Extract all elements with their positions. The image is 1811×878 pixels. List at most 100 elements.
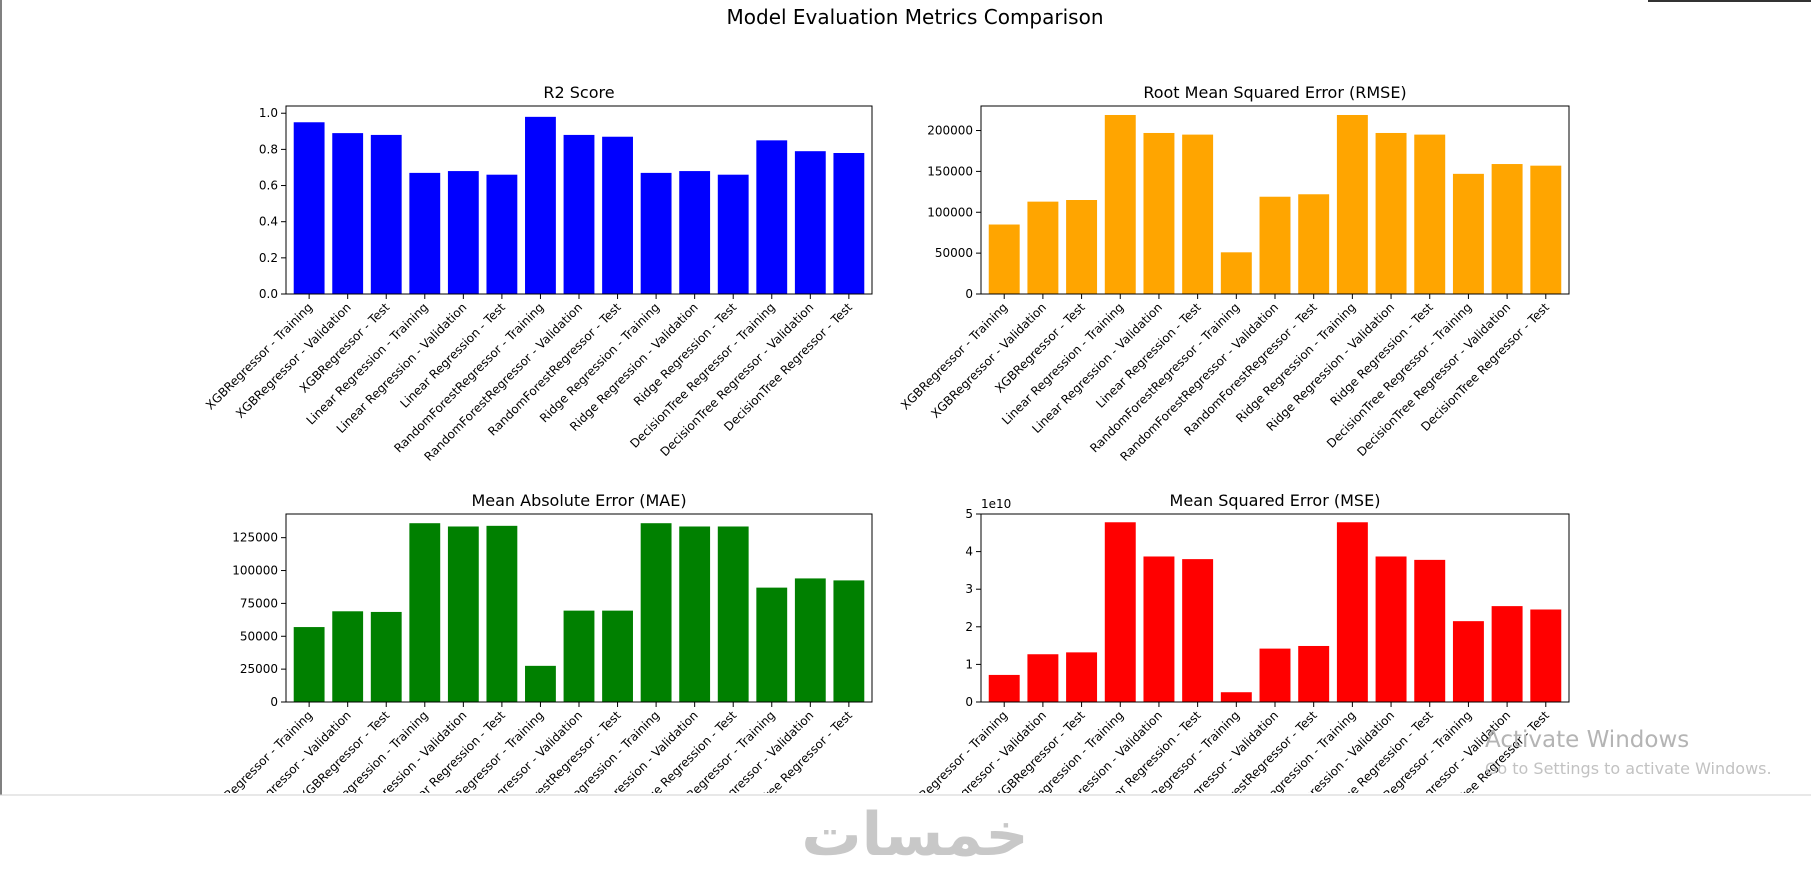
bar-mse-5 bbox=[1182, 559, 1214, 702]
bar-rmse-11 bbox=[1414, 134, 1446, 294]
ytick-label-r2-1: 0.2 bbox=[259, 251, 278, 265]
site-logo: خمسات bbox=[801, 800, 1028, 870]
bar-rmse-1 bbox=[1027, 201, 1059, 294]
chart-title-mse: Mean Squared Error (MSE) bbox=[1170, 491, 1381, 510]
bar-rmse-0 bbox=[988, 224, 1020, 294]
bar-rmse-2 bbox=[1066, 200, 1098, 294]
bar-rmse-7 bbox=[1259, 196, 1291, 294]
chart-mae: Mean Absolute Error (MAE) 0 25000 50000 7500… bbox=[203, 491, 873, 859]
bar-mae-1 bbox=[332, 611, 364, 702]
bar-rmse-5 bbox=[1182, 134, 1214, 294]
chart-title-mae: Mean Absolute Error (MAE) bbox=[471, 491, 686, 510]
ytick-label-mse-3: 3 bbox=[965, 582, 973, 596]
bar-r2-8 bbox=[602, 136, 633, 294]
bar-mae-6 bbox=[525, 665, 556, 702]
bar-mae-10 bbox=[679, 526, 711, 702]
bar-r2-6 bbox=[525, 116, 556, 294]
activate-windows-title: Activate Windows bbox=[1485, 727, 1689, 753]
ytick-label-mae-1: 25000 bbox=[240, 662, 278, 676]
ytick-label-mse-1: 1 bbox=[965, 657, 973, 671]
ytick-label-mae-4: 100000 bbox=[232, 564, 278, 578]
ytick-label-r2-2: 0.4 bbox=[259, 215, 278, 229]
bar-mse-2 bbox=[1066, 652, 1098, 702]
xtick-label-rmse-12: DecisionTree Regressor - Training bbox=[1324, 300, 1475, 451]
bar-r2-13 bbox=[794, 151, 826, 294]
ytick-label-rmse-0: 0 bbox=[965, 287, 973, 301]
xtick-label-mse-12: DecisionTree Regressor - Training bbox=[1324, 708, 1475, 859]
bar-mse-13 bbox=[1491, 606, 1523, 702]
ytick-label-rmse-1: 50000 bbox=[935, 246, 973, 260]
bar-mse-6 bbox=[1220, 692, 1252, 702]
ytick-label-mse-5: 5 bbox=[965, 507, 973, 521]
bar-rmse-10 bbox=[1375, 132, 1407, 294]
chart-r2: R2 Score 0.0 0.2 0.4 0.6 0.8 1.0 XGBRegressor -… bbox=[203, 83, 873, 464]
bar-rmse-14 bbox=[1530, 165, 1562, 294]
bar-r2-10 bbox=[679, 171, 711, 294]
ytick-label-mae-2: 50000 bbox=[240, 629, 278, 643]
bar-mae-11 bbox=[717, 526, 749, 702]
ytick-label-rmse-2: 100000 bbox=[927, 205, 973, 219]
bar-mae-12 bbox=[756, 587, 788, 702]
xtick-label-r2-12: DecisionTree Regressor - Training bbox=[627, 300, 778, 451]
bar-mse-3 bbox=[1104, 522, 1136, 702]
ytick-label-mae-5: 125000 bbox=[232, 531, 278, 545]
bar-r2-2 bbox=[370, 134, 402, 294]
bar-mse-0 bbox=[988, 674, 1020, 702]
bar-mse-11 bbox=[1414, 559, 1446, 702]
bar-r2-9 bbox=[640, 172, 672, 294]
bar-r2-7 bbox=[563, 134, 595, 294]
bar-r2-5 bbox=[486, 174, 518, 294]
bar-mae-5 bbox=[486, 525, 518, 702]
bar-rmse-13 bbox=[1491, 164, 1523, 294]
offset-label-mse: 1e10 bbox=[981, 497, 1011, 511]
bar-r2-0 bbox=[293, 122, 325, 295]
bar-r2-4 bbox=[447, 171, 479, 294]
ytick-label-r2-5: 1.0 bbox=[259, 106, 278, 120]
bar-rmse-3 bbox=[1104, 114, 1136, 294]
ytick-label-r2-4: 0.8 bbox=[259, 142, 278, 156]
bar-rmse-6 bbox=[1220, 252, 1252, 294]
bar-mae-9 bbox=[640, 523, 672, 702]
bar-mse-9 bbox=[1336, 522, 1368, 702]
bar-mse-14 bbox=[1530, 609, 1562, 702]
bar-rmse-9 bbox=[1336, 114, 1368, 294]
bar-mae-0 bbox=[293, 627, 325, 702]
ytick-label-mae-0: 0 bbox=[270, 695, 278, 709]
chart-title-r2: R2 Score bbox=[543, 83, 614, 102]
bar-mse-4 bbox=[1143, 556, 1175, 702]
chart-title-rmse: Root Mean Squared Error (RMSE) bbox=[1143, 83, 1406, 102]
bar-mse-1 bbox=[1027, 654, 1059, 702]
chart-rmse: Root Mean Squared Error (RMSE) 0 50000 1000… bbox=[898, 83, 1570, 464]
bar-rmse-4 bbox=[1143, 132, 1175, 294]
bar-r2-12 bbox=[756, 140, 788, 294]
bar-mse-10 bbox=[1375, 556, 1407, 702]
ytick-label-r2-3: 0.6 bbox=[259, 179, 278, 193]
ytick-label-rmse-3: 150000 bbox=[927, 164, 973, 178]
xtick-label-mae-12: DecisionTree Regressor - Training bbox=[627, 708, 778, 859]
ytick-label-mse-2: 2 bbox=[965, 620, 973, 634]
bar-r2-11 bbox=[717, 174, 749, 294]
bar-mae-4 bbox=[447, 526, 479, 702]
bar-mae-7 bbox=[563, 610, 595, 702]
bar-rmse-8 bbox=[1298, 194, 1330, 294]
bar-mse-12 bbox=[1452, 621, 1484, 702]
bar-mae-13 bbox=[794, 578, 826, 702]
bar-mae-14 bbox=[833, 580, 865, 702]
bar-mae-8 bbox=[602, 610, 633, 702]
charts-group: R2 Score 0.0 0.2 0.4 0.6 0.8 1.0 XGBRegressor -… bbox=[203, 83, 1570, 859]
ytick-label-mse-0: 0 bbox=[965, 695, 973, 709]
bar-mae-2 bbox=[370, 611, 402, 702]
bar-r2-14 bbox=[833, 153, 865, 294]
bar-r2-1 bbox=[332, 133, 364, 294]
activate-windows-subtitle: Go to Settings to activate Windows. bbox=[1485, 759, 1772, 778]
top-strip bbox=[1648, 0, 1811, 2]
bar-mae-3 bbox=[409, 523, 441, 702]
ytick-label-rmse-4: 200000 bbox=[927, 124, 973, 138]
bar-mse-8 bbox=[1298, 645, 1330, 702]
bar-mse-7 bbox=[1259, 648, 1291, 702]
bar-rmse-12 bbox=[1452, 173, 1484, 294]
